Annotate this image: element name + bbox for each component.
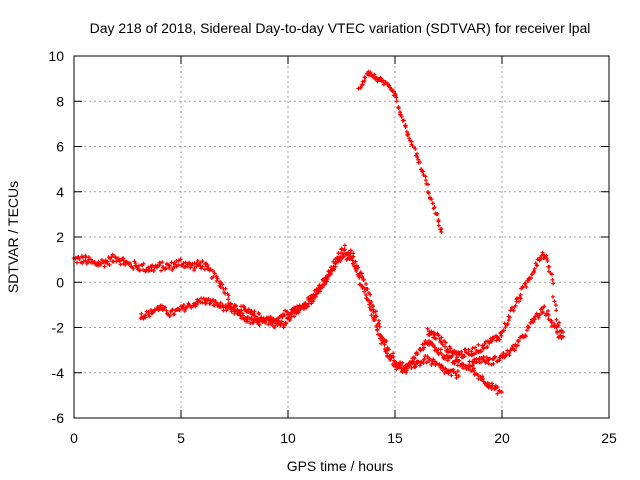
series-track-d xyxy=(339,251,504,396)
x-tick-labels: 0 5 10 15 20 25 xyxy=(70,430,617,446)
x-tick-label: 15 xyxy=(387,430,403,446)
y-tick-label: 8 xyxy=(56,93,64,109)
series-points xyxy=(467,304,564,369)
y-axis-label: SDTVAR / TECUs xyxy=(5,181,21,293)
x-tick-label: 0 xyxy=(70,430,78,446)
series-track-g xyxy=(356,69,444,234)
x-tick-label: 5 xyxy=(177,430,185,446)
x-tick-label: 10 xyxy=(280,430,296,446)
x-tick-label: 20 xyxy=(494,430,510,446)
y-tick-label: 10 xyxy=(48,48,64,64)
x-tick-label: 25 xyxy=(601,430,617,446)
y-tick-label: -4 xyxy=(52,365,65,381)
series-track-f xyxy=(467,304,564,369)
chart-title: Day 218 of 2018, Sidereal Day-to-day VTE… xyxy=(90,20,591,36)
series-points xyxy=(356,69,444,234)
y-tick-label: 6 xyxy=(56,139,64,155)
series-points xyxy=(339,251,504,396)
y-tick-label: 4 xyxy=(56,184,64,200)
y-tick-labels: -6 -4 -2 0 2 4 6 8 10 xyxy=(48,48,64,426)
y-tick-label: -2 xyxy=(52,320,65,336)
axis-ticks xyxy=(73,55,610,419)
series-track-e xyxy=(425,250,566,360)
x-axis-label: GPS time / hours xyxy=(287,458,394,474)
data-series xyxy=(71,69,566,396)
y-tick-label: 2 xyxy=(56,229,64,245)
y-tick-label: 0 xyxy=(56,274,64,290)
y-tick-label: -6 xyxy=(52,410,65,426)
grid-lines xyxy=(74,56,609,418)
series-points xyxy=(425,250,566,360)
